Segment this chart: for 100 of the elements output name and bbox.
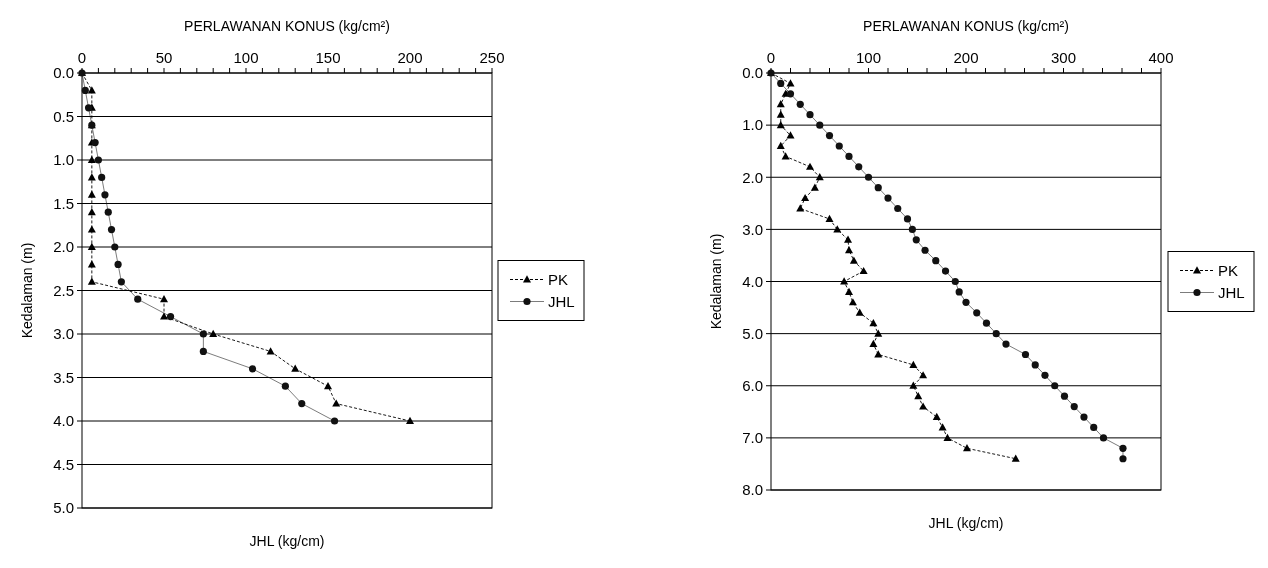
point	[982, 319, 991, 327]
x-axis-title: PERLAWANAN KONUS (kg/cm²)	[863, 18, 1069, 34]
text: JHL (kg/cm)	[249, 533, 325, 549]
point	[941, 267, 950, 275]
point	[869, 319, 878, 327]
point	[849, 256, 858, 264]
y-tick-label: 0.5	[53, 107, 74, 125]
point	[330, 417, 339, 425]
point	[855, 163, 863, 171]
point	[324, 382, 332, 390]
legend-label: JHL	[548, 292, 575, 310]
point	[781, 152, 790, 160]
point	[107, 226, 116, 234]
point	[1041, 371, 1049, 379]
point	[776, 100, 785, 108]
point	[825, 131, 834, 140]
point	[298, 400, 306, 408]
point	[776, 141, 785, 149]
point	[962, 298, 970, 306]
y-axis-title: Kedalaman (m)	[19, 242, 35, 339]
point	[919, 402, 928, 410]
x-tick-label: 50	[155, 49, 173, 66]
point	[903, 215, 912, 223]
y-tick-label: 2.0	[742, 168, 763, 186]
point	[844, 235, 853, 243]
point	[101, 191, 109, 199]
y-tick-label: 2.5	[53, 281, 74, 299]
point	[951, 277, 959, 286]
point	[160, 312, 168, 320]
point	[199, 330, 207, 338]
point	[914, 391, 923, 400]
point	[909, 381, 918, 389]
point	[134, 295, 142, 303]
y-tick-label: 1.0	[742, 116, 763, 134]
legend-label: PK	[1218, 261, 1239, 279]
point	[859, 266, 868, 275]
point	[1099, 434, 1108, 442]
y-tick-label: 6.0	[742, 377, 763, 394]
x-tick-label: 100	[855, 49, 882, 66]
point	[1031, 361, 1039, 369]
point	[796, 204, 805, 212]
point	[87, 225, 96, 233]
point	[912, 236, 920, 244]
point	[281, 382, 289, 390]
point	[1002, 340, 1010, 348]
point	[825, 214, 834, 222]
point	[104, 208, 112, 216]
point	[1080, 413, 1088, 421]
point	[94, 156, 102, 164]
point	[87, 208, 96, 216]
point	[845, 246, 853, 254]
y-tick-label: 3.0	[742, 220, 763, 238]
point	[833, 225, 842, 233]
point	[87, 155, 96, 163]
point	[801, 193, 810, 202]
point	[806, 162, 814, 170]
x-axis-title: PERLAWANAN KONUS (kg/cm²)	[184, 18, 390, 34]
point	[111, 243, 119, 251]
point	[962, 444, 971, 452]
y-tick-label: 4.5	[53, 455, 74, 473]
point	[1021, 350, 1030, 359]
y-tick-label: 3.0	[53, 325, 74, 343]
point	[87, 190, 96, 198]
point	[835, 142, 843, 150]
point	[840, 277, 849, 285]
point	[91, 139, 99, 147]
point	[845, 152, 853, 160]
point	[406, 416, 414, 424]
point	[894, 204, 902, 213]
point	[166, 313, 175, 321]
point	[955, 288, 963, 296]
y-tick-label: 0.0	[53, 64, 74, 82]
y-tick-label: 1.0	[53, 151, 74, 169]
point	[796, 100, 804, 108]
point	[1060, 392, 1069, 400]
point	[992, 330, 1000, 338]
point	[884, 194, 892, 202]
point	[874, 184, 882, 192]
point	[932, 412, 941, 421]
point	[87, 173, 96, 181]
point	[973, 309, 981, 317]
point	[869, 339, 878, 348]
point	[248, 365, 257, 373]
point	[919, 371, 928, 379]
x-tick-label: 300	[1050, 49, 1077, 66]
x-tick-label: 150	[315, 49, 341, 66]
point	[266, 347, 275, 355]
point	[1070, 403, 1078, 411]
text: JHL (kg/cm)	[928, 515, 1004, 531]
point	[855, 308, 864, 316]
point	[160, 295, 168, 303]
point	[845, 287, 853, 295]
legend-label: JHL	[1218, 283, 1245, 301]
point	[810, 183, 819, 191]
point	[932, 257, 940, 265]
x-tick-label: 250	[479, 49, 505, 66]
point	[87, 277, 96, 285]
point	[874, 329, 883, 337]
legend-label: PK	[548, 270, 569, 288]
y-tick-label: 2.0	[53, 238, 74, 256]
